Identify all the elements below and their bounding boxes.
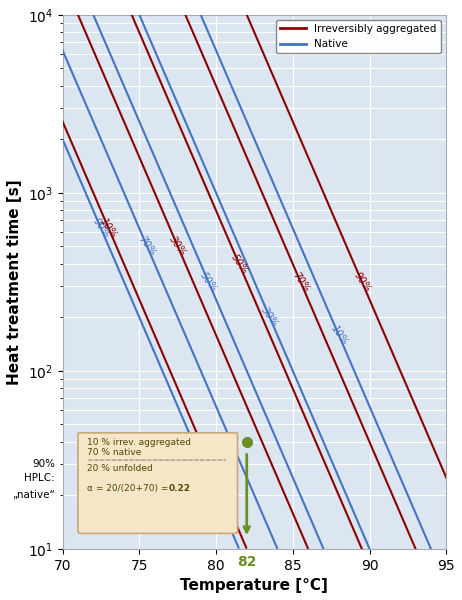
Text: HPLC:: HPLC: — [24, 473, 55, 483]
Text: 10%: 10% — [328, 323, 349, 347]
Legend: Irreversibly aggregated, Native: Irreversibly aggregated, Native — [276, 20, 441, 53]
Text: „native“: „native“ — [12, 490, 55, 500]
Text: 90%: 90% — [352, 270, 372, 293]
Text: 0.22: 0.22 — [169, 484, 190, 493]
Text: 50%: 50% — [198, 270, 219, 293]
Text: 90%: 90% — [32, 459, 55, 469]
Y-axis label: Heat treatment time [s]: Heat treatment time [s] — [7, 179, 22, 385]
Text: 70%: 70% — [290, 270, 311, 293]
Text: 50%: 50% — [229, 252, 249, 276]
X-axis label: Temperature [°C]: Temperature [°C] — [181, 578, 328, 593]
Text: 30%: 30% — [167, 235, 188, 258]
Text: 70 % native: 70 % native — [87, 448, 141, 457]
FancyBboxPatch shape — [78, 433, 237, 533]
Text: 30%: 30% — [260, 305, 280, 329]
Text: 10 % irrev. aggregated: 10 % irrev. aggregated — [87, 438, 191, 447]
Text: 82: 82 — [237, 555, 256, 569]
Text: 20 % unfolded: 20 % unfolded — [87, 464, 153, 473]
Text: α = 20/(20+70) =: α = 20/(20+70) = — [87, 484, 171, 493]
Text: 90%: 90% — [91, 217, 111, 240]
Text: 10%: 10% — [98, 217, 119, 240]
Text: 70%: 70% — [137, 235, 158, 258]
